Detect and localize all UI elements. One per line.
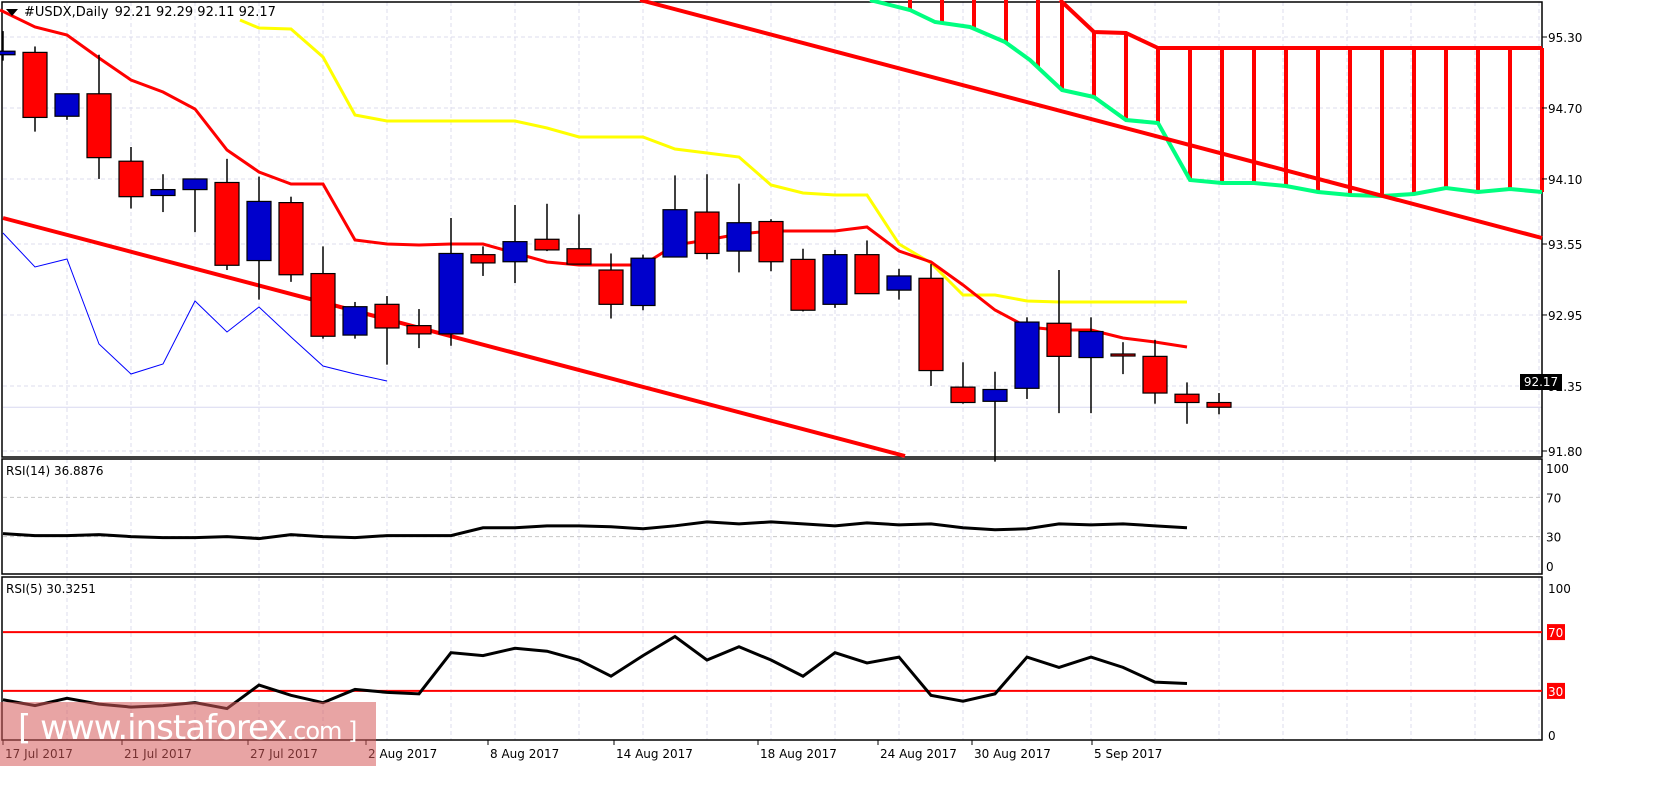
- ohlc-values: 92.21 92.29 92.11 92.17: [114, 5, 276, 20]
- svg-text:100: 100: [1548, 582, 1571, 596]
- svg-text:95.30: 95.30: [1548, 31, 1582, 45]
- svg-text:24 Aug 2017: 24 Aug 2017: [880, 747, 957, 761]
- dropdown-triangle-icon[interactable]: [6, 9, 18, 16]
- svg-text:2 Aug 2017: 2 Aug 2017: [368, 747, 437, 761]
- svg-text:70: 70: [1546, 491, 1561, 505]
- chart-header: #USDX,Daily 92.21 92.29 92.11 92.17: [6, 5, 276, 20]
- svg-text:30 Aug 2017: 30 Aug 2017: [974, 747, 1051, 761]
- svg-text:0: 0: [1548, 729, 1556, 743]
- svg-text:8 Aug 2017: 8 Aug 2017: [490, 747, 559, 761]
- svg-text:0: 0: [1546, 560, 1554, 574]
- svg-text:91.80: 91.80: [1548, 445, 1582, 459]
- watermark-text: [ www.instaforex.com ]: [18, 708, 357, 748]
- svg-text:18 Aug 2017: 18 Aug 2017: [760, 747, 837, 761]
- svg-text:94.70: 94.70: [1548, 102, 1582, 116]
- svg-text:100: 100: [1546, 462, 1569, 476]
- svg-text:94.10: 94.10: [1548, 173, 1582, 187]
- watermark: [ www.instaforex.com ]: [0, 702, 376, 766]
- svg-text:14 Aug 2017: 14 Aug 2017: [616, 747, 693, 761]
- svg-text:93.55: 93.55: [1548, 238, 1582, 252]
- symbol-label: #USDX,Daily: [24, 5, 109, 20]
- svg-text:30: 30: [1548, 685, 1563, 699]
- svg-text:30: 30: [1546, 531, 1561, 545]
- svg-text:5 Sep 2017: 5 Sep 2017: [1094, 747, 1162, 761]
- current-price-tag: 92.17: [1520, 374, 1562, 390]
- svg-text:70: 70: [1548, 626, 1563, 640]
- candles: [0, 31, 1232, 462]
- svg-text:92.95: 92.95: [1548, 309, 1582, 323]
- rsi5-title: RSI(5) 30.3251: [6, 582, 96, 596]
- rsi14-title: RSI(14) 36.8876: [6, 464, 104, 478]
